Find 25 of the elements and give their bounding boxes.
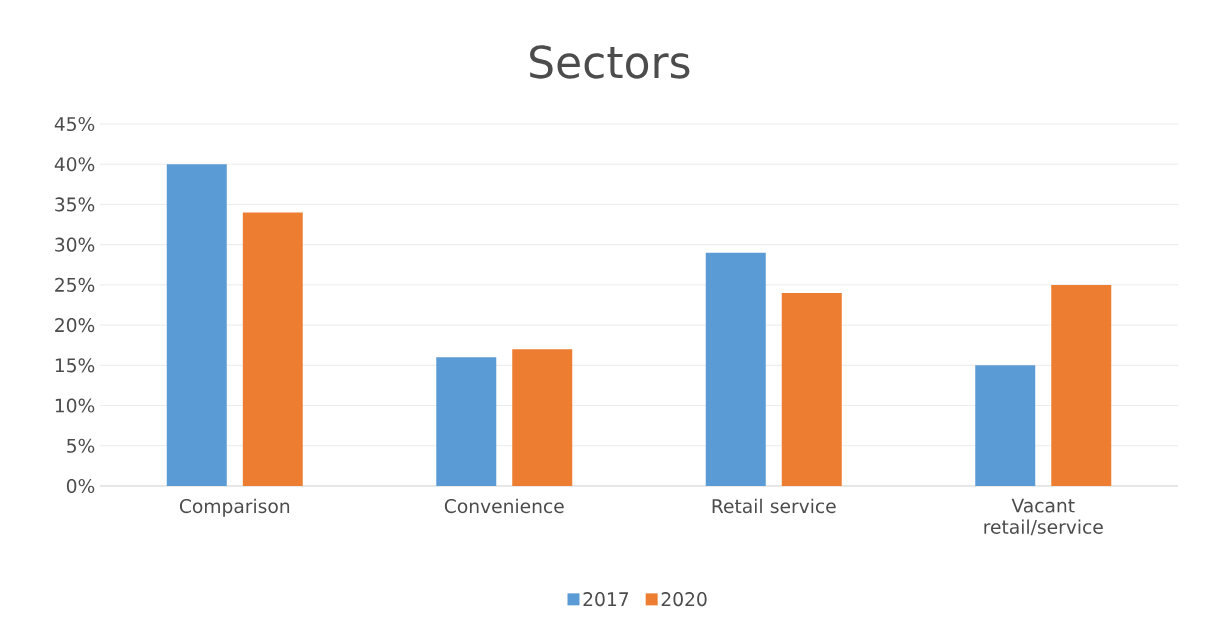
bar <box>242 212 303 486</box>
x-tick-label: Retail service <box>712 498 836 514</box>
y-tick-label: 0% <box>66 478 95 494</box>
bar <box>512 349 573 486</box>
y-tick-label: 35% <box>55 197 95 212</box>
chart-title: Sectors <box>530 45 690 79</box>
y-tick-label: 10% <box>55 398 95 413</box>
y-tick-label: 40% <box>54 157 95 172</box>
bar <box>975 365 1036 486</box>
y-tick-label: 20% <box>55 318 95 333</box>
y-tick-label: 15% <box>55 358 95 373</box>
y-tick-label: 25% <box>55 277 95 292</box>
bar <box>705 252 766 486</box>
y-tick-label: 5% <box>67 438 95 453</box>
x-tick-label: Vacant retail/service <box>984 498 1103 536</box>
bar <box>166 164 227 486</box>
y-tick-label: 45% <box>54 116 95 132</box>
legend-label: 2017 <box>583 592 629 607</box>
x-tick-label: Convenience <box>444 498 564 514</box>
y-tick-label: 30% <box>55 237 95 252</box>
bar <box>436 357 497 486</box>
bar <box>1051 284 1112 486</box>
legend-label: 2020 <box>661 592 707 607</box>
bar <box>781 292 842 486</box>
x-tick-label: Comparison <box>179 498 290 517</box>
